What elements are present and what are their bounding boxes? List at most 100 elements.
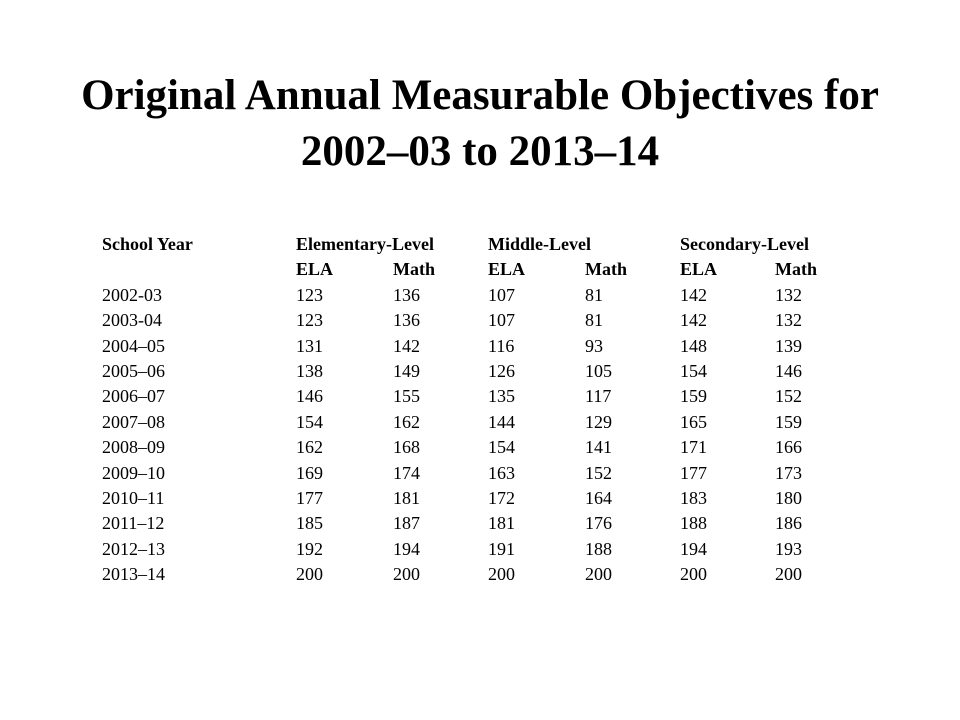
cell-middle-ela: 135 (488, 386, 515, 407)
cell-secondary-ela: 142 (680, 284, 707, 305)
cell-middle-ela: 191 (488, 538, 515, 559)
cell-middle-math: 81 (585, 284, 603, 305)
cell-middle-math: 129 (585, 411, 612, 432)
header-subject-blank (102, 257, 296, 282)
cell-elementary-ela: 177 (296, 488, 323, 509)
cell-secondary-ela: 154 (680, 361, 707, 382)
table-row: 2012–13 192 194 191 188 194 193 (102, 537, 835, 562)
cell-elementary-math: 142 (393, 335, 420, 356)
header-secondary-level: Secondary-Level (680, 234, 809, 254)
cell-secondary-math: 139 (775, 335, 802, 356)
table-row: 2002-03 123 136 107 81 142 132 (102, 283, 835, 308)
cell-school-year: 2007–08 (102, 411, 165, 432)
cell-elementary-math: 136 (393, 284, 420, 305)
cell-school-year: 2002-03 (102, 284, 162, 305)
cell-elementary-math: 149 (393, 361, 420, 382)
cell-middle-math: 152 (585, 462, 612, 483)
table-row: 2009–10 169 174 163 152 177 173 (102, 461, 835, 486)
cell-middle-math: 188 (585, 538, 612, 559)
table-row: 2008–09 162 168 154 141 171 166 (102, 435, 835, 460)
cell-school-year: 2011–12 (102, 513, 165, 534)
cell-middle-ela: 154 (488, 437, 515, 458)
header-middle-level: Middle-Level (488, 234, 591, 254)
cell-elementary-ela: 138 (296, 361, 323, 382)
cell-middle-math: 200 (585, 564, 612, 585)
cell-elementary-ela: 123 (296, 284, 323, 305)
cell-secondary-ela: 177 (680, 462, 707, 483)
table-row: 2006–07 146 155 135 117 159 152 (102, 384, 835, 409)
header-elementary-level: Elementary-Level (296, 234, 434, 254)
cell-school-year: 2013–14 (102, 564, 165, 585)
cell-secondary-ela: 194 (680, 538, 707, 559)
table-row: 2010–11 177 181 172 164 183 180 (102, 486, 835, 511)
cell-school-year: 2012–13 (102, 538, 165, 559)
cell-secondary-math: 193 (775, 538, 802, 559)
cell-elementary-ela: 162 (296, 437, 323, 458)
table-row: 2005–06 138 149 126 105 154 146 (102, 359, 835, 384)
objectives-table: School Year Elementary-Level Middle-Leve… (102, 232, 835, 588)
cell-secondary-ela: 148 (680, 335, 707, 356)
cell-secondary-ela: 200 (680, 564, 707, 585)
cell-elementary-math: 194 (393, 538, 420, 559)
cell-middle-ela: 163 (488, 462, 515, 483)
cell-elementary-math: 174 (393, 462, 420, 483)
cell-middle-math: 81 (585, 310, 603, 331)
cell-middle-ela: 107 (488, 310, 515, 331)
table-row: 2003-04 123 136 107 81 142 132 (102, 308, 835, 333)
cell-secondary-math: 132 (775, 310, 802, 331)
cell-secondary-ela: 188 (680, 513, 707, 534)
cell-elementary-ela: 169 (296, 462, 323, 483)
header-row-levels: School Year Elementary-Level Middle-Leve… (102, 232, 835, 257)
slide-title-line-1: Original Annual Measurable Objectives fo… (81, 72, 879, 119)
table-row: 2013–14 200 200 200 200 200 200 (102, 562, 835, 587)
cell-secondary-ela: 159 (680, 386, 707, 407)
cell-elementary-ela: 123 (296, 310, 323, 331)
header-secondary-math: Math (775, 259, 817, 280)
cell-elementary-ela: 131 (296, 335, 323, 356)
table-row: 2004–05 131 142 116 93 148 139 (102, 334, 835, 359)
header-school-year: School Year (102, 234, 193, 254)
cell-elementary-math: 162 (393, 411, 420, 432)
cell-elementary-math: 200 (393, 564, 420, 585)
cell-middle-math: 164 (585, 488, 612, 509)
cell-middle-math: 117 (585, 386, 612, 407)
cell-elementary-math: 168 (393, 437, 420, 458)
cell-elementary-math: 187 (393, 513, 420, 534)
cell-middle-ela: 107 (488, 284, 515, 305)
cell-secondary-math: 159 (775, 411, 802, 432)
cell-secondary-math: 132 (775, 284, 802, 305)
table-row: 2007–08 154 162 144 129 165 159 (102, 410, 835, 435)
cell-secondary-math: 146 (775, 361, 802, 382)
cell-secondary-ela: 165 (680, 411, 707, 432)
header-middle-math: Math (585, 259, 627, 280)
cell-elementary-ela: 154 (296, 411, 323, 432)
header-secondary-ela: ELA (680, 259, 718, 280)
cell-elementary-ela: 185 (296, 513, 323, 534)
cell-middle-math: 105 (585, 361, 612, 382)
cell-middle-ela: 144 (488, 411, 515, 432)
cell-secondary-math: 200 (775, 564, 802, 585)
cell-secondary-math: 186 (775, 513, 802, 534)
slide-title: Original Annual Measurable Objectives fo… (40, 68, 920, 180)
cell-middle-ela: 126 (488, 361, 515, 382)
cell-middle-math: 141 (585, 437, 612, 458)
cell-school-year: 2010–11 (102, 488, 165, 509)
cell-secondary-ela: 183 (680, 488, 707, 509)
cell-middle-ela: 200 (488, 564, 515, 585)
cell-elementary-ela: 146 (296, 386, 323, 407)
cell-elementary-ela: 200 (296, 564, 323, 585)
cell-school-year: 2006–07 (102, 386, 165, 407)
cell-secondary-ela: 171 (680, 437, 707, 458)
cell-middle-math: 176 (585, 513, 612, 534)
cell-middle-ela: 116 (488, 335, 515, 356)
cell-elementary-math: 181 (393, 488, 420, 509)
cell-elementary-math: 155 (393, 386, 420, 407)
cell-secondary-math: 152 (775, 386, 802, 407)
table-header: School Year Elementary-Level Middle-Leve… (102, 232, 835, 283)
cell-elementary-ela: 192 (296, 538, 323, 559)
cell-middle-math: 93 (585, 335, 603, 356)
cell-middle-ela: 181 (488, 513, 515, 534)
cell-school-year: 2005–06 (102, 361, 165, 382)
cell-secondary-math: 180 (775, 488, 802, 509)
cell-school-year: 2003-04 (102, 310, 162, 331)
